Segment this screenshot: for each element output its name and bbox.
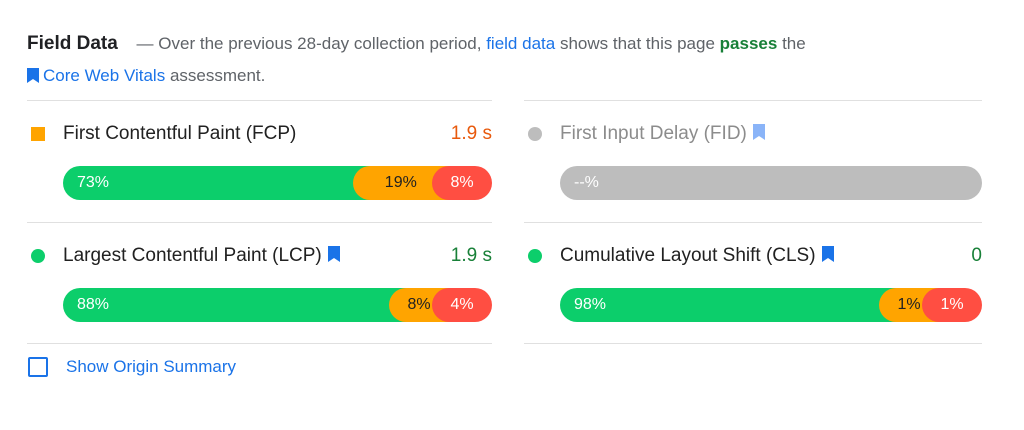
show-origin-summary-label[interactable]: Show Origin Summary xyxy=(66,357,237,376)
metric-fid: First Input Delay (FID) --% xyxy=(524,100,982,222)
metrics-left-column: First Contentful Paint (FCP) 1.9 s 73% 1… xyxy=(27,100,492,344)
metric-name: First Contentful Paint (FCP) xyxy=(63,123,297,144)
bookmark-icon[interactable] xyxy=(752,123,765,145)
distribution-bar: 98% 1% 1% xyxy=(560,288,982,322)
metric-cls: Cumulative Layout Shift (CLS) 0 98% 1% 1… xyxy=(524,222,982,344)
good-circle-icon xyxy=(528,249,542,263)
header-text-1: Over the previous 28-day collection peri… xyxy=(158,34,482,53)
metric-lcp: Largest Contentful Paint (LCP) 1.9 s 88%… xyxy=(27,222,492,344)
bookmark-icon[interactable] xyxy=(821,245,834,267)
bookmark-icon[interactable] xyxy=(327,245,340,267)
poor-segment: 4% xyxy=(432,288,492,322)
show-origin-summary-toggle[interactable]: Show Origin Summary xyxy=(28,357,236,377)
no-data-segment: --% xyxy=(560,166,982,200)
good-segment: 73% xyxy=(63,166,370,200)
poor-segment: 8% xyxy=(432,166,492,200)
poor-segment: 1% xyxy=(922,288,982,322)
field-data-header: Field Data — Over the previous 28-day co… xyxy=(27,28,987,94)
good-segment: 88% xyxy=(63,288,406,322)
core-web-vitals-link[interactable]: Core Web Vitals xyxy=(43,66,166,85)
metric-name: Largest Contentful Paint (LCP) xyxy=(63,245,322,266)
header-text-2: shows that this page xyxy=(559,34,715,53)
distribution-bar: 88% 8% 4% xyxy=(63,288,492,322)
metric-value: 1.9 s xyxy=(450,123,492,144)
metric-name: Cumulative Layout Shift (CLS) xyxy=(560,245,816,266)
average-square-icon xyxy=(31,127,45,141)
distribution-bar: 73% 19% 8% xyxy=(63,166,492,200)
metrics-right-column: First Input Delay (FID) --% Cumulative L… xyxy=(524,100,982,344)
no-data-circle-icon xyxy=(528,127,542,141)
header-dash: — xyxy=(136,34,154,53)
distribution-bar: --% xyxy=(560,166,982,200)
section-title: Field Data xyxy=(27,33,118,54)
metric-value: 0 xyxy=(971,245,982,266)
checkbox-icon[interactable] xyxy=(28,357,48,377)
metric-value: 1.9 s xyxy=(450,245,492,266)
header-text-4: assessment. xyxy=(169,66,266,85)
field-data-link[interactable]: field data xyxy=(486,34,556,53)
metric-fcp: First Contentful Paint (FCP) 1.9 s 73% 1… xyxy=(27,100,492,222)
good-circle-icon xyxy=(31,249,45,263)
metric-name: First Input Delay (FID) xyxy=(560,123,747,144)
header-text-3: the xyxy=(782,34,806,53)
passes-text: passes xyxy=(719,34,778,53)
good-segment: 98% xyxy=(560,288,896,322)
bookmark-icon xyxy=(27,62,39,94)
